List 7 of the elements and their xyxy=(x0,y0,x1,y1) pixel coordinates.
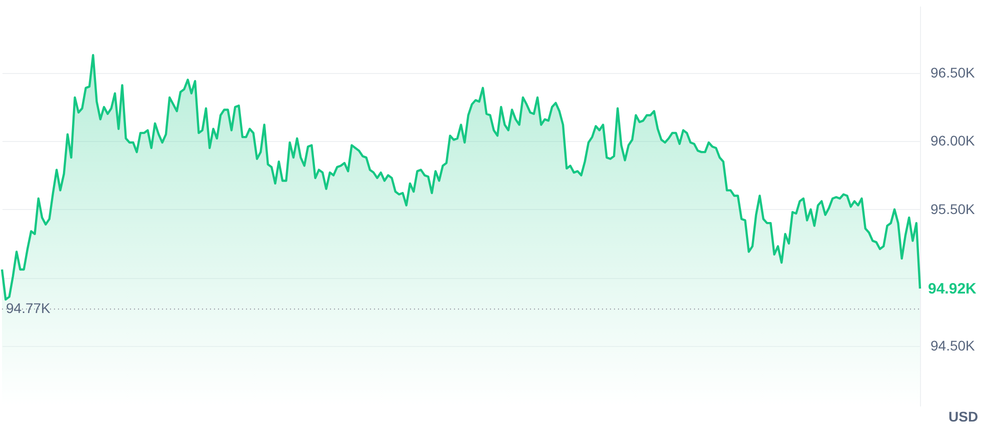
y-tick-label: 96.00K xyxy=(930,132,976,149)
ref-line-label: 94.77K xyxy=(6,300,52,316)
y-axis-title: USD xyxy=(948,408,978,424)
text: 94.92K xyxy=(928,280,977,298)
y-tick-label: 95.50K xyxy=(930,200,976,217)
y-tick-label: 94.50K xyxy=(930,337,976,354)
y-tick-label: 96.50K xyxy=(930,64,976,80)
